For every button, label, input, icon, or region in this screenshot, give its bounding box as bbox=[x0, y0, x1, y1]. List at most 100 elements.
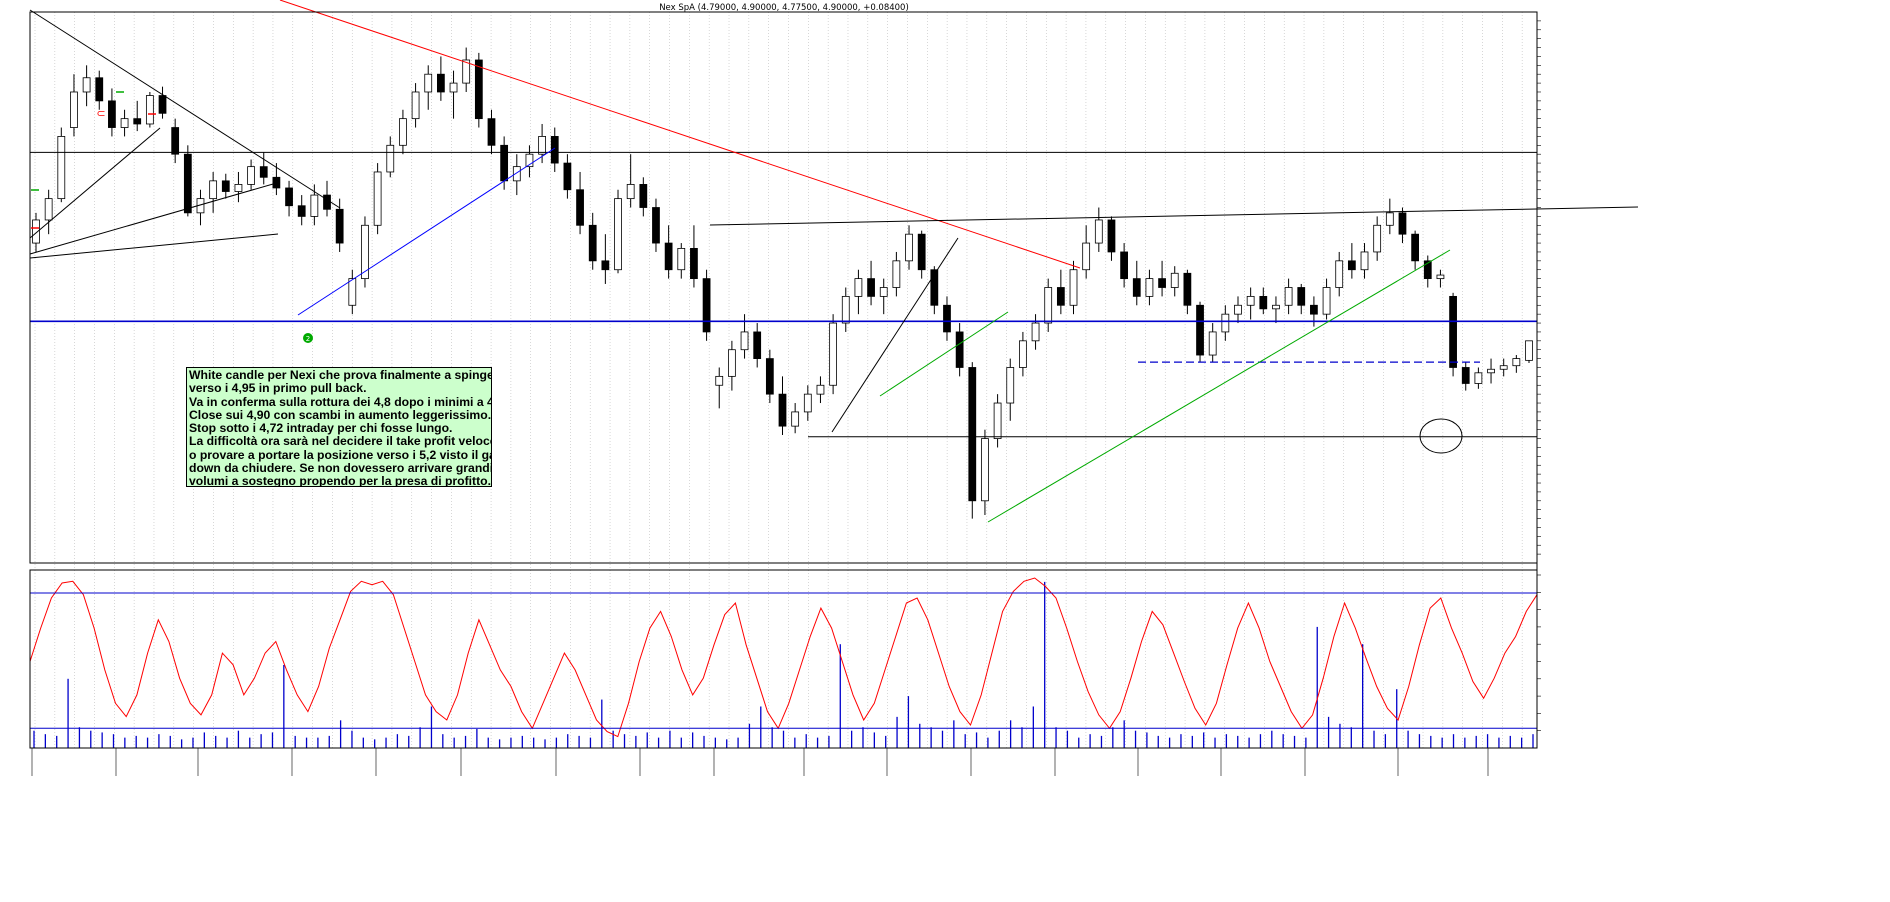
candle-body bbox=[70, 91, 78, 128]
candle-body bbox=[1145, 278, 1154, 297]
candle-body bbox=[1373, 224, 1382, 253]
candle-body bbox=[993, 402, 1002, 439]
price-axis bbox=[1537, 20, 1541, 555]
candle-body bbox=[512, 166, 521, 182]
candle-body bbox=[1120, 251, 1129, 280]
candle-body bbox=[474, 59, 483, 120]
candle-body bbox=[930, 269, 939, 306]
trendline bbox=[297, 147, 556, 316]
candle-body bbox=[1246, 295, 1255, 306]
candle-body bbox=[1196, 304, 1204, 356]
oscillator-line bbox=[29, 577, 1538, 738]
oscillator-axis bbox=[1537, 574, 1541, 732]
trendline bbox=[709, 206, 1639, 226]
candle-body bbox=[44, 198, 53, 221]
trendline bbox=[987, 249, 1451, 523]
date-axis bbox=[31, 748, 1489, 776]
candle-body bbox=[1259, 295, 1268, 310]
candle-body bbox=[702, 278, 711, 333]
candle-body bbox=[209, 180, 218, 200]
candle-body bbox=[879, 287, 888, 297]
candle-body bbox=[399, 118, 407, 146]
candle-body bbox=[348, 278, 357, 306]
candle-body bbox=[867, 278, 875, 297]
candle-body bbox=[1107, 219, 1116, 253]
candle-body bbox=[563, 162, 572, 191]
candle-body bbox=[120, 118, 129, 128]
candle-body bbox=[1082, 242, 1091, 271]
candle-body bbox=[765, 358, 774, 395]
candle-body bbox=[753, 331, 762, 359]
candle-body bbox=[1272, 304, 1280, 310]
highlight-circle bbox=[1419, 418, 1463, 454]
candle-body bbox=[373, 171, 382, 226]
candle-body bbox=[1487, 368, 1495, 374]
annotation-line: Close sui 4,90 con scambi in aumento leg… bbox=[189, 407, 492, 422]
candle-body bbox=[1436, 274, 1445, 280]
candle-body bbox=[740, 331, 749, 351]
candle-body bbox=[1512, 358, 1521, 367]
candle-body bbox=[525, 153, 534, 168]
trendline bbox=[279, 0, 1081, 269]
candle-body bbox=[183, 153, 192, 214]
candle-body bbox=[1019, 340, 1027, 368]
candle-body bbox=[133, 118, 142, 125]
candle-body bbox=[905, 233, 913, 262]
candle-body bbox=[1398, 212, 1407, 235]
candle-body bbox=[1208, 331, 1217, 356]
candle-body bbox=[171, 127, 180, 155]
candle-body bbox=[816, 384, 825, 395]
candle-body bbox=[677, 247, 686, 271]
candle-body bbox=[1461, 367, 1470, 384]
candle-body bbox=[1221, 313, 1230, 333]
candle-body bbox=[981, 438, 989, 502]
candle-body bbox=[462, 59, 471, 84]
trendline bbox=[29, 127, 161, 239]
candle-body bbox=[955, 331, 964, 368]
annotation-line: Va in conferma sulla rottura dei 4,8 dop… bbox=[189, 394, 492, 409]
candle-body bbox=[145, 95, 154, 125]
candle-body bbox=[1360, 251, 1369, 271]
candle-body bbox=[247, 166, 255, 185]
annotation-line: volumi a sostegno propendo per la presa … bbox=[189, 474, 492, 487]
candle-body bbox=[449, 82, 458, 93]
candle-body bbox=[1347, 260, 1356, 271]
candle-body bbox=[1183, 272, 1192, 306]
candle-body bbox=[728, 349, 736, 377]
candle-body bbox=[841, 295, 850, 324]
candle-body bbox=[234, 184, 243, 192]
candle-body bbox=[1044, 287, 1053, 324]
candle-body bbox=[82, 77, 91, 93]
candle-body bbox=[1322, 287, 1331, 315]
candle-body bbox=[943, 304, 951, 333]
trendline bbox=[831, 237, 959, 433]
candle-body bbox=[1234, 304, 1242, 315]
trendlines: 2⊂ bbox=[29, 0, 1639, 523]
candle-body bbox=[436, 73, 445, 93]
candle-body bbox=[601, 260, 610, 271]
candle-body bbox=[1158, 278, 1166, 288]
candle-body bbox=[1411, 233, 1420, 262]
candle-body bbox=[778, 393, 787, 427]
candle-body bbox=[854, 278, 863, 297]
candle-body bbox=[1094, 219, 1103, 244]
candle-body bbox=[335, 208, 344, 244]
candle-body bbox=[500, 144, 509, 182]
candle-body bbox=[1423, 260, 1432, 280]
candle-body bbox=[285, 187, 293, 207]
annotation-line: White candle per Nexi che prova finalmen… bbox=[189, 368, 492, 382]
annotation-line: o provare a portare la posizione verso i… bbox=[189, 447, 492, 462]
candle-body bbox=[411, 91, 420, 120]
candle-body bbox=[1335, 260, 1344, 288]
candle-body bbox=[1284, 287, 1293, 306]
candle-body bbox=[791, 411, 800, 427]
candle-body bbox=[614, 198, 622, 271]
candle-body bbox=[1385, 212, 1394, 226]
candle-body bbox=[829, 322, 837, 386]
candle-body bbox=[538, 136, 546, 155]
candle-body bbox=[892, 260, 901, 288]
candle-body bbox=[664, 242, 673, 271]
candle-body bbox=[108, 100, 116, 128]
candle-body bbox=[1056, 287, 1065, 306]
candle-body bbox=[1499, 365, 1508, 370]
